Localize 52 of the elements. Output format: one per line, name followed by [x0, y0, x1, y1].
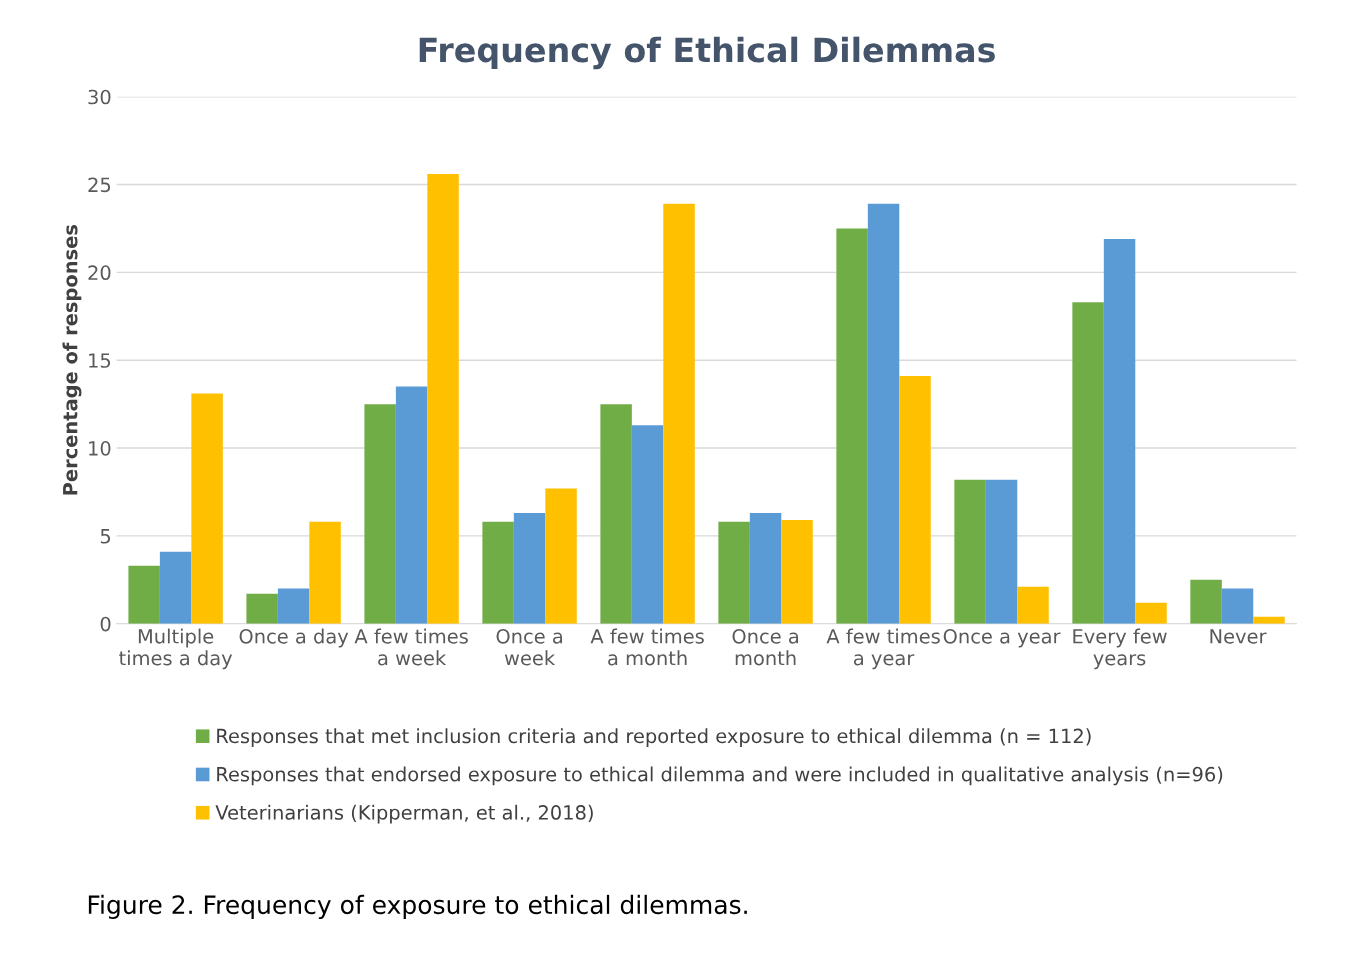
x-tick-label: Once a month [732, 628, 798, 666]
bar [246, 593, 278, 624]
bar [631, 425, 664, 624]
legend-label: Responses that endorsed exposure to ethical dilemma and were included in qualitative analysis (n=96) [217, 766, 1223, 786]
bar [545, 488, 577, 624]
bar [1017, 586, 1049, 624]
y-axis-title: Percentage of responses [62, 224, 82, 495]
bar [277, 588, 310, 624]
bar [954, 479, 986, 624]
bar [364, 404, 396, 624]
x-tick-label: Once a year [943, 628, 1061, 648]
bar [867, 203, 900, 624]
chart-title: Frequency of Ethical Dilemmas [419, 36, 995, 70]
bar [749, 513, 782, 624]
y-tick-label: 30 [88, 89, 111, 105]
bar [395, 386, 428, 624]
x-tick-label: Once a week [496, 628, 563, 666]
bar [1221, 588, 1254, 624]
bar [1072, 302, 1104, 624]
bar [128, 565, 160, 624]
caption: Figure 2. Frequency of exposure to ethical dilemmas. [88, 894, 747, 920]
x-tick-label: Every few years [1073, 628, 1167, 670]
bar [985, 479, 1018, 624]
x-tick-label: A few times a month [590, 628, 704, 666]
x-tick-label: Multiple times a day [119, 628, 233, 670]
bar [191, 393, 223, 624]
bar [513, 513, 546, 624]
y-tick-label: 20 [88, 265, 111, 281]
y-tick-label: 0 [100, 616, 111, 632]
bar [482, 521, 514, 624]
bar [836, 228, 868, 624]
bar [899, 376, 931, 624]
y-tick-label: 25 [88, 177, 111, 193]
x-tick-label: A few times a year [826, 628, 940, 670]
x-tick-label: Once a day [239, 628, 349, 648]
y-tick-label: 15 [89, 353, 111, 368]
bar [718, 521, 750, 624]
bar [427, 174, 459, 624]
y-tick-label: 5 [100, 529, 111, 544]
bar [663, 203, 695, 624]
bar [781, 520, 813, 624]
x-tick-label: Never [1210, 629, 1267, 644]
bar [1135, 602, 1167, 624]
bar [159, 551, 192, 624]
bar [1190, 579, 1222, 624]
bar [600, 404, 632, 624]
x-tick-label: A few times a week [354, 628, 468, 666]
bar [309, 521, 341, 624]
bar [1103, 238, 1136, 624]
y-tick-label: 10 [89, 441, 111, 456]
legend-label: Responses that met inclusion criteria and reported exposure to ethical dilemma (n = 112) [217, 728, 1091, 748]
legend-label: Veterinarians (Kipperman, et al., 2018) [215, 804, 593, 824]
